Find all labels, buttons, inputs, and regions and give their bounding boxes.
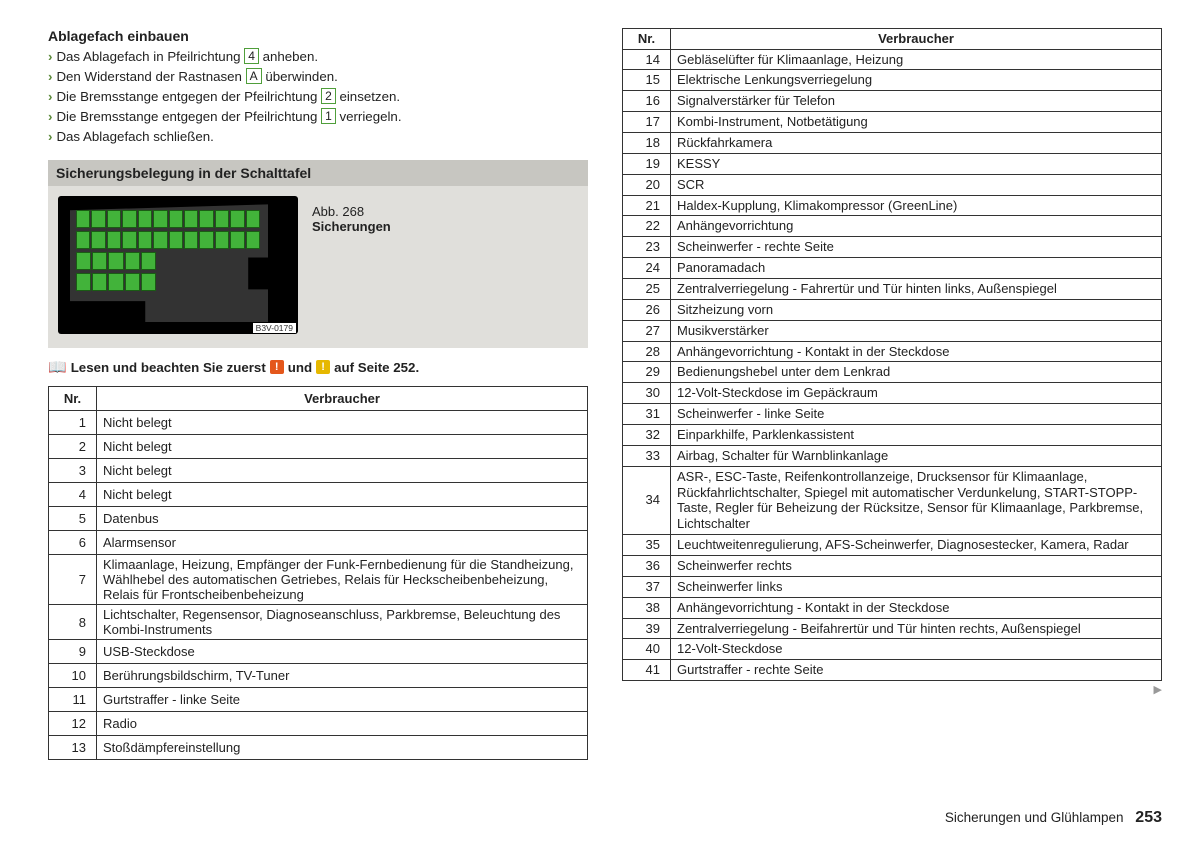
table-row: 2Nicht belegt [49,435,588,459]
figure-title: Sicherungen [312,219,391,234]
table-row: 4012-Volt-Steckdose [623,639,1162,660]
table-row: 32Einparkhilfe, Parklenkassistent [623,424,1162,445]
table-row: 12Radio [49,712,588,736]
col-nr: Nr. [623,29,671,50]
table-row: 21Haldex-Kupplung, Klimakompressor (Gree… [623,195,1162,216]
figure-caption: Abb. 268 Sicherungen [298,196,391,338]
book-icon: 📖 [48,358,67,376]
steps-list: ›Das Ablagefach in Pfeilrichtung 4 anheb… [48,48,588,146]
left-column: Ablagefach einbauen ›Das Ablagefach in P… [48,28,588,793]
read-first-note: 📖 Lesen und beachten Sie zuerst ! und ! … [48,358,588,376]
table-row: 19KESSY [623,153,1162,174]
col-verbraucher: Verbraucher [97,387,588,411]
table-row: 4Nicht belegt [49,483,588,507]
col-nr: Nr. [49,387,97,411]
caution-icon: ! [316,360,330,374]
table-row: 36Scheinwerfer rechts [623,555,1162,576]
table-row: 41Gurtstraffer - rechte Seite [623,660,1162,681]
table-row: 31Scheinwerfer - linke Seite [623,404,1162,425]
table-row: 24Panoramadach [623,258,1162,279]
table-row: 5Datenbus [49,507,588,531]
table-row: 34ASR-, ESC-Taste, Reifenkontrollanzeige… [623,466,1162,534]
warning-icon: ! [270,360,284,374]
read-pre: Lesen und beachten Sie zuerst [71,360,266,375]
table-row: 3012-Volt-Steckdose im Gepäckraum [623,383,1162,404]
table-row: 7Klimaanlage, Heizung, Empfänger der Fun… [49,555,588,605]
footer-section: Sicherungen und Glühlampen [945,810,1124,825]
step-item: ›Die Bremsstange entgegen der Pfeilricht… [48,88,588,107]
figure-code: B3V-0179 [253,323,296,333]
table-row: 11Gurtstraffer - linke Seite [49,688,588,712]
page-footer: Sicherungen und Glühlampen 253 [48,793,1162,827]
heading-install: Ablagefach einbauen [48,28,588,44]
step-item: ›Das Ablagefach in Pfeilrichtung 4 anheb… [48,48,588,67]
continue-indicator: ▶ [622,683,1162,696]
table-row: 9USB-Steckdose [49,640,588,664]
table-row: 8Lichtschalter, Regensensor, Diagnoseans… [49,605,588,640]
table-row: 14Gebläselüfter für Klimaanlage, Heizung [623,49,1162,70]
table-row: 20SCR [623,174,1162,195]
section-heading: Sicherungsbelegung in der Schalttafel [48,160,588,186]
table-row: 17Kombi-Instrument, Notbetätigung [623,112,1162,133]
step-item: ›Den Widerstand der Rastnasen A überwind… [48,68,588,87]
step-item: ›Das Ablagefach schließen. [48,128,588,147]
table-row: 23Scheinwerfer - rechte Seite [623,237,1162,258]
table-row: 13Stoßdämpfereinstellung [49,736,588,760]
table-row: 16Signalverstärker für Telefon [623,91,1162,112]
read-mid: und [288,360,312,375]
figure-268: B3V-0179 Abb. 268 Sicherungen [48,186,588,348]
read-post: auf Seite 252. [334,360,419,375]
table-row: 35Leuchtweitenregulierung, AFS-Scheinwer… [623,535,1162,556]
step-item: ›Die Bremsstange entgegen der Pfeilricht… [48,108,588,127]
table-row: 25Zentralverriegelung - Fahrertür und Tü… [623,278,1162,299]
col-verbraucher: Verbraucher [671,29,1162,50]
fuse-box-image: B3V-0179 [58,196,298,334]
table-row: 3Nicht belegt [49,459,588,483]
figure-number: Abb. 268 [312,204,364,219]
table-row: 10Berührungsbildschirm, TV-Tuner [49,664,588,688]
table-row: 15Elektrische Lenkungsverriegelung [623,70,1162,91]
table-row: 1Nicht belegt [49,411,588,435]
table-row: 29Bedienungshebel unter dem Lenkrad [623,362,1162,383]
page-number: 253 [1135,809,1162,826]
table-row: 18Rückfahrkamera [623,132,1162,153]
table-row: 37Scheinwerfer links [623,576,1162,597]
table-row: 33Airbag, Schalter für Warnblinkanlage [623,445,1162,466]
table-row: 26Sitzheizung vorn [623,299,1162,320]
right-column: Nr. Verbraucher 14Gebläselüfter für Klim… [622,28,1162,793]
table-row: 38Anhängevorrichtung - Kontakt in der St… [623,597,1162,618]
table-row: 6Alarmsensor [49,531,588,555]
table-row: 22Anhängevorrichtung [623,216,1162,237]
table-row: 28Anhängevorrichtung - Kontakt in der St… [623,341,1162,362]
fuse-table-right: Nr. Verbraucher 14Gebläselüfter für Klim… [622,28,1162,681]
table-row: 39Zentralverriegelung - Beifahrertür und… [623,618,1162,639]
fuse-table-left: Nr. Verbraucher 1Nicht belegt2Nicht bele… [48,386,588,760]
table-row: 27Musikverstärker [623,320,1162,341]
